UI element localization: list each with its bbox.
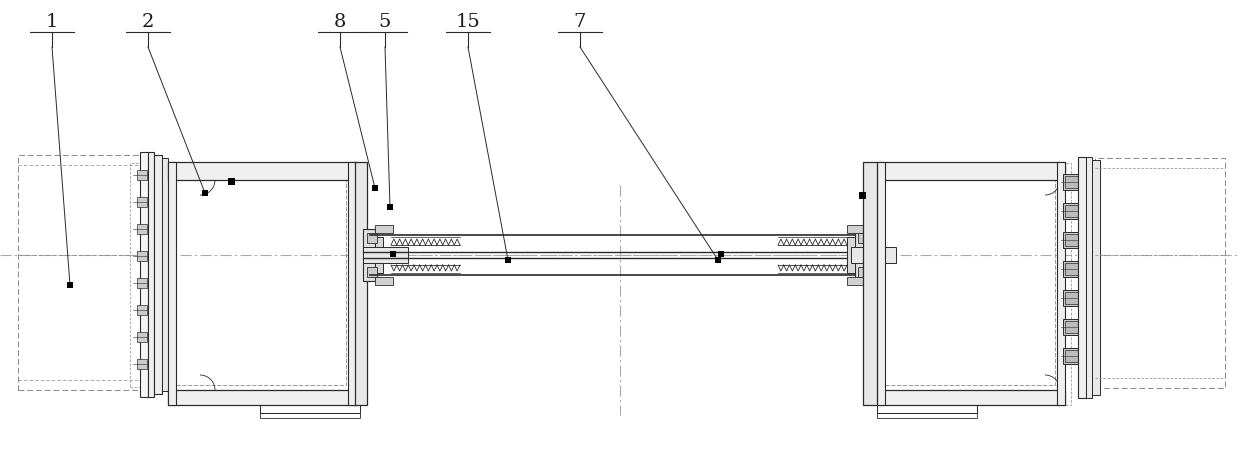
Bar <box>374 225 393 233</box>
Bar <box>847 277 866 285</box>
Bar <box>372 185 378 191</box>
Bar <box>136 359 148 369</box>
Bar <box>877 162 885 405</box>
Bar <box>505 257 511 263</box>
Bar <box>367 267 377 277</box>
Bar <box>355 162 367 405</box>
Text: 1: 1 <box>46 13 58 31</box>
Bar <box>859 192 866 199</box>
Bar <box>67 282 73 288</box>
Bar <box>851 247 897 263</box>
Bar <box>148 152 154 397</box>
Bar <box>1065 350 1079 362</box>
Bar <box>1078 157 1086 398</box>
Bar <box>130 163 167 387</box>
Text: 2: 2 <box>141 13 154 31</box>
Bar <box>1063 319 1081 335</box>
Bar <box>374 237 383 273</box>
Bar <box>847 225 866 233</box>
Bar <box>1065 292 1079 304</box>
Bar <box>374 277 393 285</box>
Bar <box>1063 174 1081 190</box>
Bar <box>1092 160 1100 395</box>
Bar <box>140 152 148 397</box>
Bar <box>715 257 720 263</box>
Bar <box>877 405 977 413</box>
Bar <box>391 251 396 257</box>
Bar <box>363 229 374 281</box>
Bar <box>863 162 877 405</box>
Text: 7: 7 <box>574 13 587 31</box>
Bar <box>167 162 356 180</box>
Bar <box>1063 261 1081 277</box>
Bar <box>885 180 1055 385</box>
Bar <box>1065 234 1079 246</box>
Bar <box>1063 290 1081 306</box>
Bar <box>363 247 408 263</box>
Bar <box>136 305 148 315</box>
Bar <box>136 251 148 261</box>
Bar <box>847 237 856 273</box>
Bar <box>367 233 377 243</box>
Bar <box>387 204 393 210</box>
Bar <box>162 158 167 391</box>
Bar <box>136 278 148 288</box>
Bar <box>176 180 346 385</box>
Bar <box>1063 232 1081 248</box>
Bar <box>202 190 208 196</box>
Bar <box>154 155 162 394</box>
Bar <box>260 405 360 413</box>
Bar <box>1065 176 1079 188</box>
Bar <box>856 229 867 281</box>
Text: 5: 5 <box>378 13 391 31</box>
Bar <box>1065 205 1079 217</box>
Bar <box>19 155 140 390</box>
Bar <box>877 390 1065 405</box>
Text: 8: 8 <box>334 13 346 31</box>
Bar <box>1065 263 1079 275</box>
Bar <box>1086 157 1092 398</box>
Bar <box>877 162 1065 180</box>
Bar <box>1063 348 1081 364</box>
Text: 15: 15 <box>455 13 480 31</box>
Bar <box>1056 163 1071 405</box>
Bar <box>228 178 236 185</box>
Bar <box>348 162 356 405</box>
Bar <box>260 413 360 418</box>
Bar <box>167 390 356 405</box>
Bar <box>1063 203 1081 219</box>
Bar <box>1095 158 1225 388</box>
Bar <box>167 162 176 405</box>
Bar <box>877 413 977 418</box>
Bar <box>718 251 724 257</box>
Bar <box>136 224 148 234</box>
Bar <box>1056 162 1065 405</box>
Bar <box>136 170 148 180</box>
Bar <box>136 332 148 342</box>
Bar <box>858 267 868 277</box>
Bar <box>136 197 148 207</box>
Bar <box>1065 321 1079 333</box>
Bar <box>858 233 868 243</box>
